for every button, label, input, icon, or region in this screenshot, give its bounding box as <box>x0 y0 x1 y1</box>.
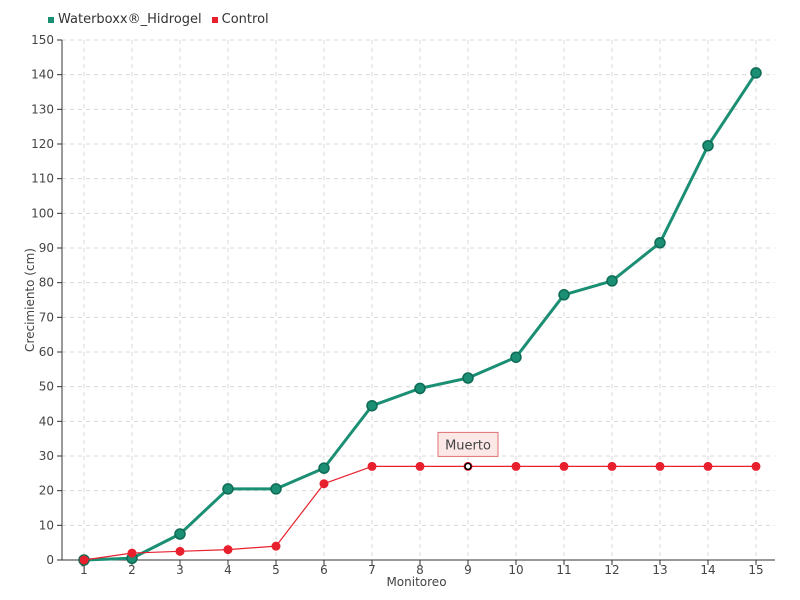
y-tick-label: 90 <box>39 241 54 255</box>
x-tick-label: 1 <box>80 563 88 577</box>
data-point-waterboxx <box>174 528 186 540</box>
x-tick-label: 13 <box>652 563 667 577</box>
x-tick-label: 7 <box>368 563 376 577</box>
data-point-control <box>559 461 569 471</box>
y-tick-label: 110 <box>31 172 54 186</box>
data-point-control <box>511 461 521 471</box>
y-axis-title: Crecimiento (cm) <box>23 248 37 352</box>
x-tick-label: 9 <box>464 563 472 577</box>
legend-label-control: Control <box>221 12 269 27</box>
data-point-control <box>127 548 137 558</box>
data-point-waterboxx <box>702 139 714 152</box>
data-point-waterboxx <box>750 67 762 79</box>
legend: Waterboxx®_Hidrogel Control <box>48 12 273 27</box>
x-tick-label: 2 <box>128 563 136 577</box>
annotation-label: Muerto <box>445 438 491 453</box>
y-tick-label: 70 <box>39 310 54 324</box>
y-tick-label: 50 <box>39 380 54 394</box>
y-tick-label: 40 <box>39 414 54 428</box>
data-point-control <box>655 461 665 471</box>
data-point-control <box>79 555 89 565</box>
y-tick-label: 0 <box>46 553 54 567</box>
legend-swatch-control <box>211 16 218 23</box>
data-point-waterboxx <box>222 483 234 495</box>
data-point-waterboxx <box>654 237 666 249</box>
x-tick-label: 5 <box>272 563 280 577</box>
x-tick-label: 12 <box>604 563 619 577</box>
data-point-waterboxx <box>318 462 330 474</box>
x-axis-ticks: 1 2 3 4 5 6 7 8 9 10 11 12 13 14 15 <box>80 563 763 577</box>
data-point-waterboxx <box>414 382 426 395</box>
y-tick-label: 30 <box>39 449 54 463</box>
data-point-control <box>751 461 761 471</box>
data-point-control <box>703 461 713 471</box>
axes <box>57 39 775 565</box>
y-tick-label: 120 <box>31 137 54 151</box>
legend-label-waterboxx: Waterboxx®_Hidrogel <box>58 12 202 27</box>
x-axis-title: Monitoreo <box>386 575 446 589</box>
x-tick-label: 11 <box>556 563 571 577</box>
annotation-marker <box>464 462 472 471</box>
x-tick-label: 3 <box>176 563 184 577</box>
x-tick-label: 14 <box>700 563 715 577</box>
data-point-waterboxx <box>510 351 522 363</box>
data-point-waterboxx <box>270 483 282 495</box>
x-tick-label: 8 <box>416 563 424 577</box>
x-tick-label: 10 <box>508 563 523 577</box>
grid <box>62 39 775 560</box>
x-tick-label: 4 <box>224 563 232 577</box>
series-layer <box>78 67 762 566</box>
data-point-control <box>415 461 425 471</box>
y-tick-label: 20 <box>39 484 54 498</box>
data-point-waterboxx <box>606 275 618 287</box>
y-tick-label: 130 <box>31 102 54 116</box>
y-axis-ticks: 0 10 20 30 40 50 60 70 80 90 100 110 120 130 140 150 <box>31 33 54 567</box>
annotation-layer: Muerto <box>437 431 499 471</box>
data-point-control <box>175 546 185 556</box>
legend-swatch-waterboxx <box>48 16 54 23</box>
data-point-control <box>607 461 617 471</box>
legend-item-waterboxx[interactable]: Waterboxx®_Hidrogel <box>48 12 202 27</box>
y-tick-label: 150 <box>31 33 54 47</box>
y-tick-label: 10 <box>39 518 54 532</box>
x-tick-label: 15 <box>748 563 763 577</box>
data-point-control <box>367 461 377 471</box>
y-tick-label: 60 <box>39 345 54 359</box>
data-point-control <box>271 541 281 551</box>
x-tick-label: 6 <box>320 563 328 577</box>
y-tick-label: 140 <box>31 68 54 82</box>
legend-item-control[interactable]: Control <box>211 12 269 27</box>
y-tick-label: 100 <box>31 206 54 220</box>
y-tick-label: 80 <box>39 276 54 290</box>
data-point-waterboxx <box>558 289 570 301</box>
data-point-waterboxx <box>366 399 378 412</box>
data-point-control <box>223 545 233 555</box>
data-point-waterboxx <box>462 372 474 384</box>
data-point-control <box>319 479 329 489</box>
annotation-box <box>437 431 499 457</box>
